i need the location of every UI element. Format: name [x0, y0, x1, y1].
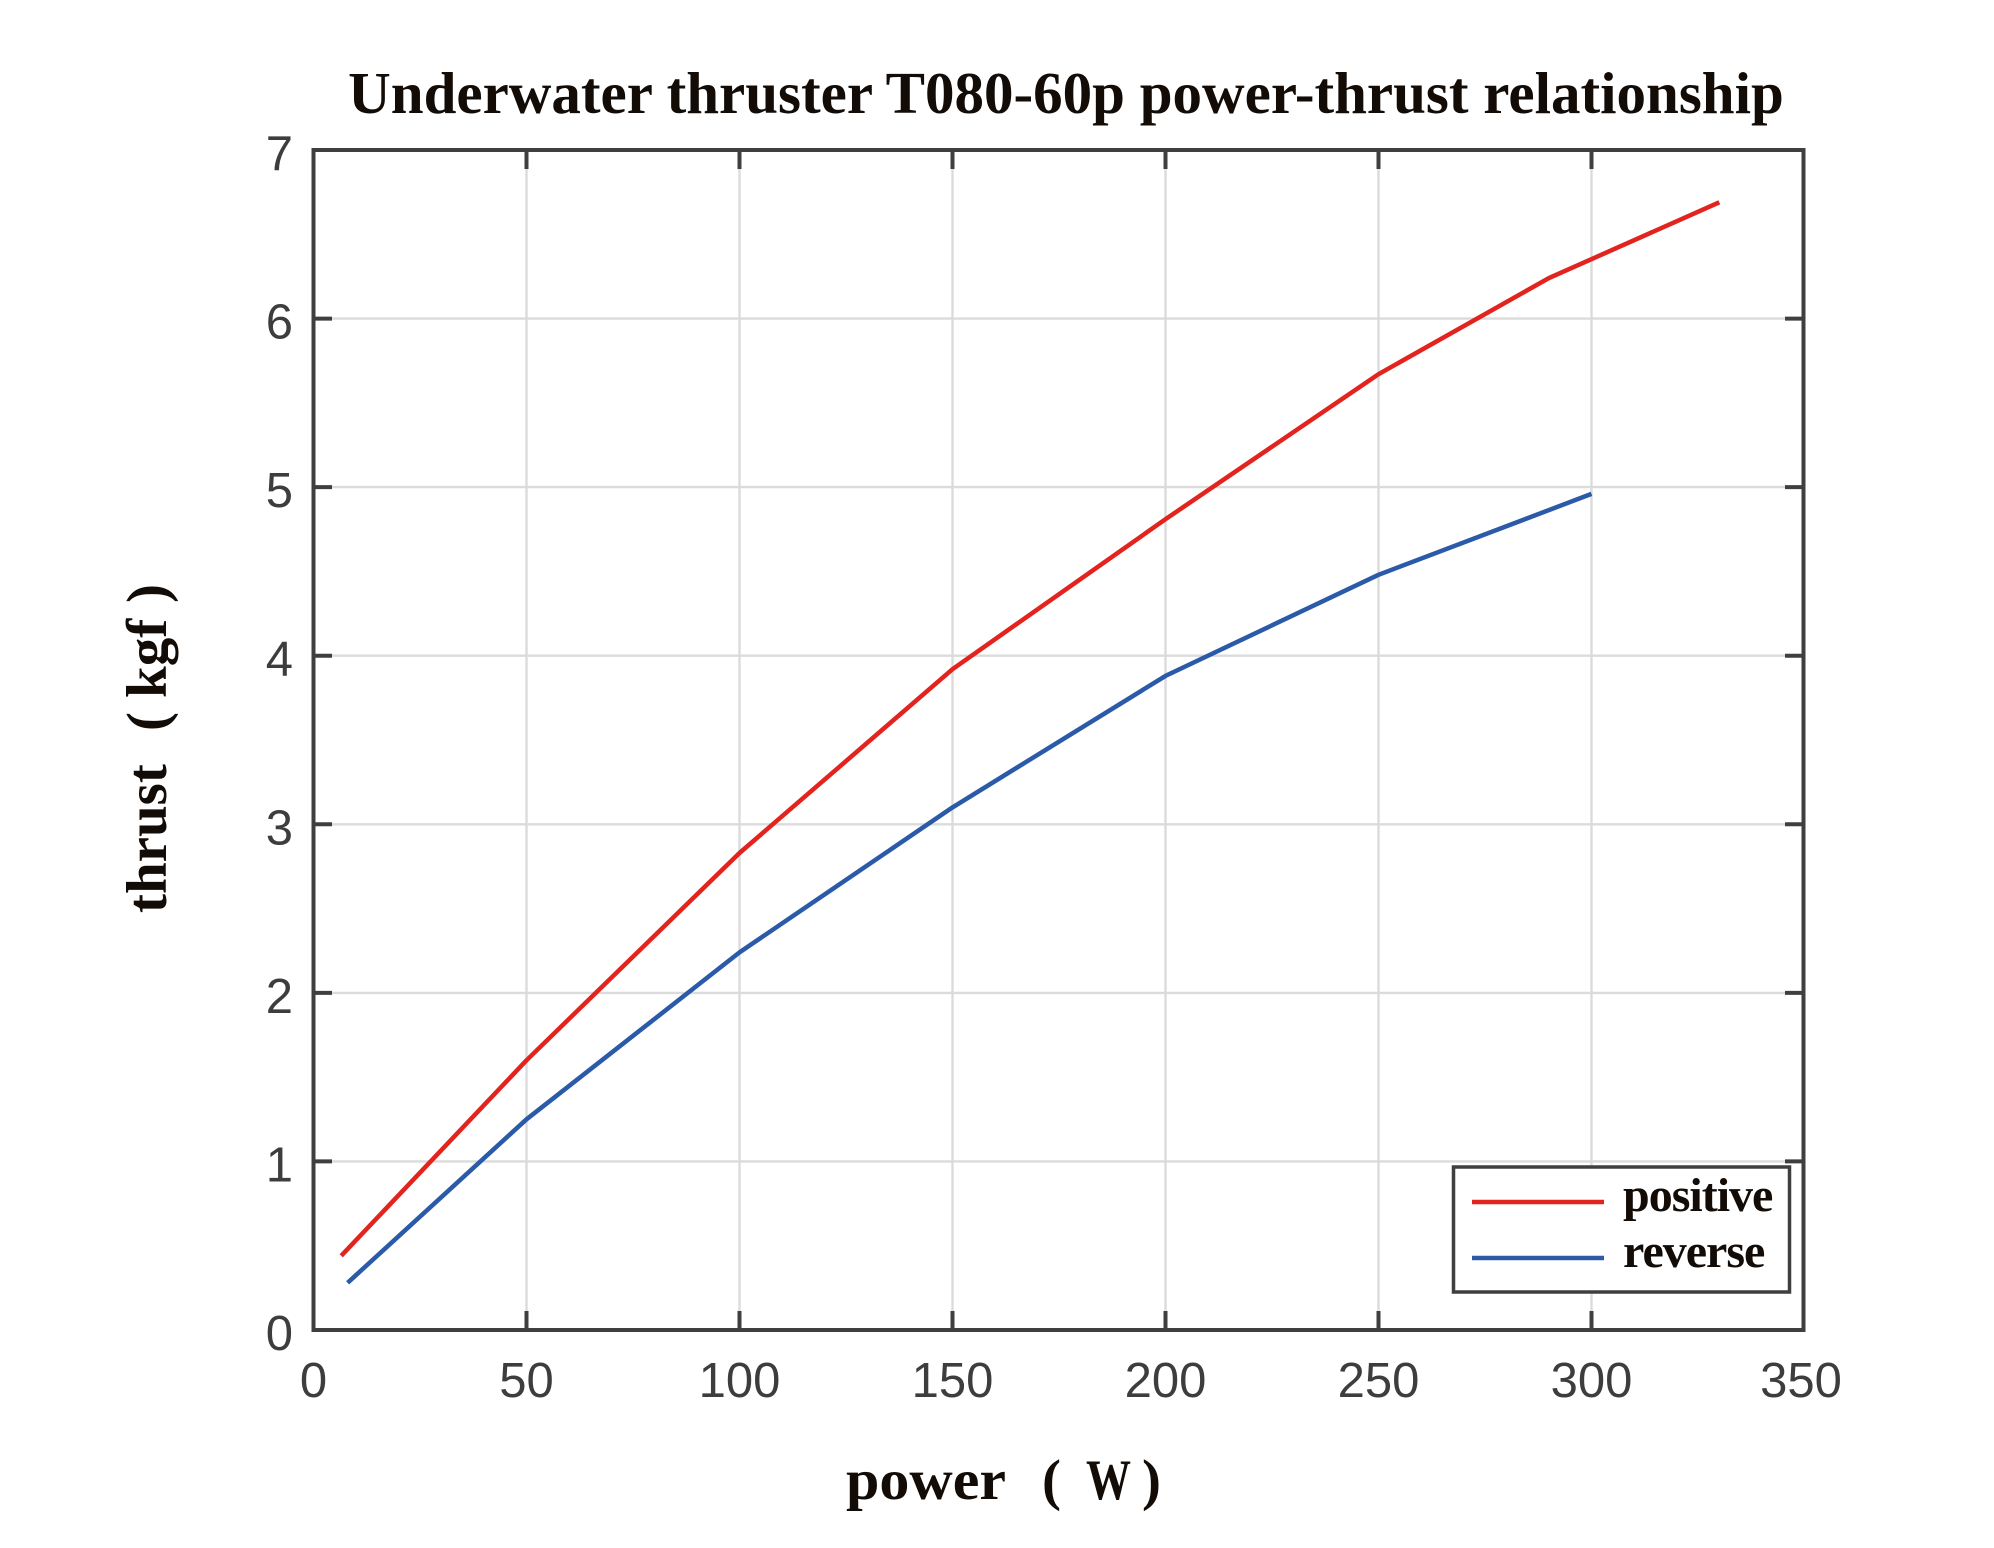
svg-text:50: 50 — [499, 1354, 554, 1408]
svg-text:100: 100 — [699, 1354, 781, 1408]
svg-text:(: ( — [116, 712, 179, 731]
svg-text:300: 300 — [1551, 1354, 1633, 1408]
svg-text:200: 200 — [1125, 1354, 1207, 1408]
svg-text:positive: positive — [1623, 1169, 1773, 1222]
svg-text:150: 150 — [912, 1354, 994, 1408]
svg-text:thrust: thrust — [116, 764, 179, 913]
svg-text:reverse: reverse — [1623, 1225, 1765, 1278]
svg-text:6: 6 — [266, 296, 293, 350]
svg-text:7: 7 — [266, 127, 293, 181]
svg-text:3: 3 — [266, 801, 293, 855]
svg-text:5: 5 — [266, 464, 293, 518]
svg-text:): ) — [116, 584, 179, 603]
svg-text:Underwater thruster T080-60p p: Underwater thruster T080-60p power-thrus… — [348, 60, 1784, 126]
svg-text:4: 4 — [266, 633, 293, 687]
svg-text:350: 350 — [1760, 1354, 1842, 1408]
svg-text:W: W — [1086, 1449, 1131, 1512]
svg-text:): ) — [1142, 1449, 1161, 1512]
svg-text:power: power — [846, 1449, 1006, 1512]
svg-text:kgf: kgf — [116, 618, 179, 698]
svg-text:250: 250 — [1338, 1354, 1420, 1408]
svg-text:0: 0 — [300, 1354, 327, 1408]
svg-text:(: ( — [1042, 1449, 1061, 1512]
svg-text:2: 2 — [266, 970, 293, 1024]
svg-text:1: 1 — [266, 1138, 293, 1192]
svg-text:0: 0 — [266, 1307, 293, 1361]
